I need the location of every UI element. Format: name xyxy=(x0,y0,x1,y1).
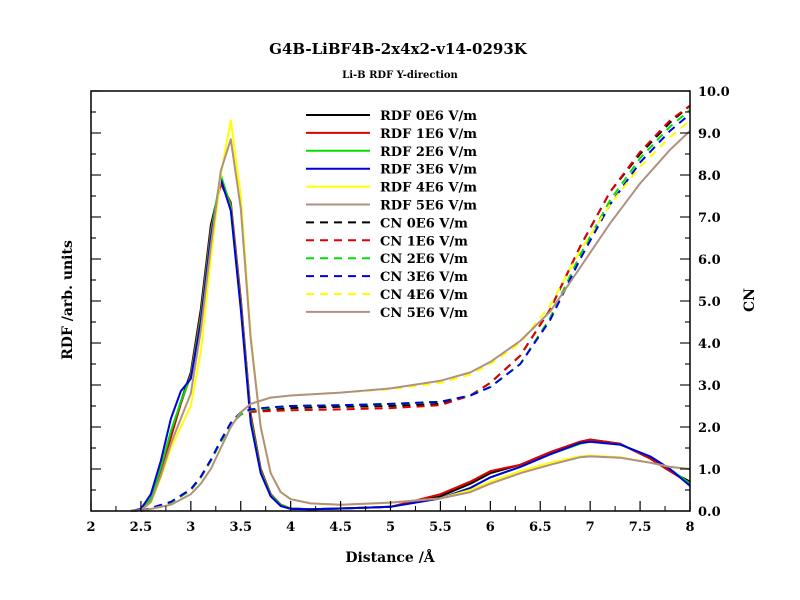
x-tick-label: 6 xyxy=(486,520,495,535)
x-tick-label: 7.5 xyxy=(629,520,652,535)
legend-label-9: CN 3E6 V/m xyxy=(380,270,468,285)
legend-label-3: RDF 3E6 V/m xyxy=(380,163,477,178)
y-axis-label: RDF /arb. units xyxy=(60,240,76,360)
y2-tick-label: 6.0 xyxy=(698,253,721,268)
y-axis-right: 0.0 1.0 2.0 3.0 4.0 5.0 6.0 7.0 8.0 9.0 10.0 xyxy=(680,85,730,520)
series-line-3 xyxy=(130,178,691,512)
legend-label-6: CN 0E6 V/m xyxy=(380,216,468,231)
x-tick-label: 5.5 xyxy=(429,520,452,535)
legend-label-1: RDF 1E6 V/m xyxy=(380,127,477,142)
y-axis-left xyxy=(91,90,101,512)
x-tick-label: 3 xyxy=(186,520,195,535)
y2-axis-label: CN xyxy=(742,288,758,312)
x-tick-label: 7 xyxy=(586,520,595,535)
y2-tick-label: 3.0 xyxy=(698,379,721,394)
x-tick-label: 4.5 xyxy=(329,520,352,535)
legend-label-2: RDF 2E6 V/m xyxy=(380,145,477,160)
legend-label-5: RDF 5E6 V/m xyxy=(380,199,477,214)
x-axis-label: Distance /Å xyxy=(345,548,435,566)
legend: RDF 0E6 V/m RDF 1E6 V/m RDF 2E6 V/m RDF 3E6… xyxy=(306,109,477,321)
y2-tick-label: 7.0 xyxy=(698,211,721,226)
chart-subtitle: Li-B RDF Y-direction xyxy=(342,70,458,81)
y2-tick-label: 4.0 xyxy=(698,337,721,352)
x-tick-label: 2 xyxy=(86,520,95,535)
x-axis: 2 2.5 3 3.5 4 4.5 5 5.5 6 6.5 7 7.5 8 xyxy=(86,501,695,535)
legend-label-4: RDF 4E6 V/m xyxy=(380,181,477,196)
x-tick-label: 2.5 xyxy=(130,520,153,535)
chart-title: G4B-LiBF4B-2x4x2-v14-0293K xyxy=(269,40,528,58)
y2-tick-label: 8.0 xyxy=(698,169,721,184)
plot-area xyxy=(130,104,691,512)
y2-tick-label: 5.0 xyxy=(698,295,721,310)
y2-tick-label: 0.0 xyxy=(698,505,721,520)
x-tick-label: 8 xyxy=(685,520,694,535)
y2-tick-label: 10.0 xyxy=(698,85,730,100)
x-tick-label: 4 xyxy=(286,520,295,535)
legend-label-8: CN 2E6 V/m xyxy=(380,252,468,267)
legend-label-11: CN 5E6 V/m xyxy=(380,306,468,321)
series-line-9 xyxy=(140,113,691,512)
x-tick-label: 5 xyxy=(386,520,395,535)
legend-label-7: CN 1E6 V/m xyxy=(380,234,468,249)
x-tick-label: 6.5 xyxy=(529,520,552,535)
legend-label-0: RDF 0E6 V/m xyxy=(380,109,477,124)
legend-label-10: CN 4E6 V/m xyxy=(380,288,468,303)
series-line-11 xyxy=(140,130,691,512)
y2-tick-label: 9.0 xyxy=(698,127,721,142)
series-line-5 xyxy=(130,138,691,512)
y2-tick-label: 2.0 xyxy=(698,421,721,436)
x-tick-label: 3.5 xyxy=(229,520,252,535)
series-line-7 xyxy=(140,104,691,512)
y2-tick-label: 1.0 xyxy=(698,463,721,478)
